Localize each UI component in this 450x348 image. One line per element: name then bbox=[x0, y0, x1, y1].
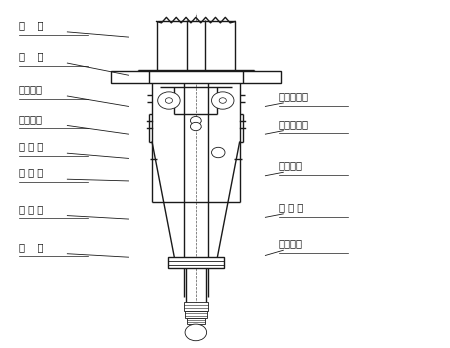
Text: 箱    体: 箱 体 bbox=[18, 52, 43, 61]
Circle shape bbox=[190, 122, 201, 130]
Circle shape bbox=[185, 324, 207, 341]
Bar bbox=[111, 71, 281, 83]
Bar bbox=[157, 22, 235, 70]
Text: 行星轮轴承: 行星轮轴承 bbox=[279, 119, 309, 129]
Text: 主    轴: 主 轴 bbox=[18, 242, 43, 252]
Bar bbox=[168, 257, 224, 268]
Text: 行 星 架: 行 星 架 bbox=[18, 204, 43, 214]
Circle shape bbox=[212, 92, 234, 109]
Text: 太阳齿轮: 太阳齿轮 bbox=[18, 114, 43, 124]
Text: 主轴轴承: 主轴轴承 bbox=[279, 160, 303, 171]
Text: 内 齿 轮: 内 齿 轮 bbox=[18, 167, 43, 177]
Circle shape bbox=[190, 117, 201, 125]
Text: 行 星 轮: 行 星 轮 bbox=[18, 142, 43, 151]
Circle shape bbox=[219, 98, 226, 103]
Bar bbox=[184, 302, 208, 311]
Bar bbox=[185, 311, 207, 318]
Text: 密 封 圈: 密 封 圈 bbox=[279, 202, 303, 212]
Text: 行星架轴承: 行星架轴承 bbox=[279, 91, 309, 101]
Text: 电    机: 电 机 bbox=[18, 20, 43, 30]
Circle shape bbox=[212, 147, 225, 158]
Circle shape bbox=[165, 98, 172, 103]
Circle shape bbox=[158, 92, 180, 109]
Bar bbox=[187, 318, 205, 324]
Text: 盖形螺母: 盖形螺母 bbox=[279, 238, 303, 248]
Text: 联接齿套: 联接齿套 bbox=[18, 84, 43, 94]
